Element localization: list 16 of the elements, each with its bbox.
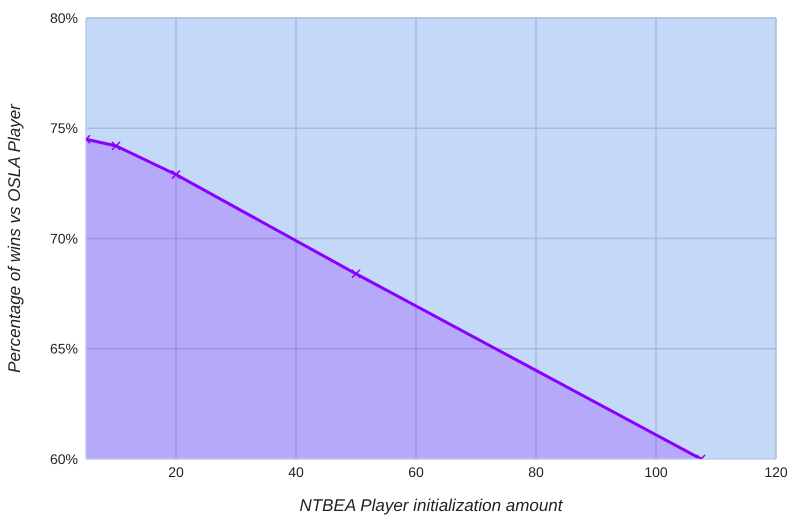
- point: [171, 170, 181, 180]
- y-tick-label: 80%: [50, 10, 78, 26]
- x-tick-label: 40: [288, 464, 304, 480]
- y-axis-title: Percentage of wins vs OSLA Player: [5, 102, 24, 373]
- y-tick-label: 65%: [50, 340, 78, 357]
- y-tick-label: 75%: [50, 120, 78, 136]
- x-tick-label: 80: [528, 464, 544, 480]
- x-axis-title: NTBEA Player initialization amount: [300, 496, 564, 515]
- y-tick-label: 70%: [50, 230, 78, 246]
- x-tick-label: 20: [168, 464, 184, 480]
- point: [351, 269, 361, 279]
- x-tick-label: 60: [408, 464, 424, 480]
- x-tick-label: 120: [764, 464, 788, 480]
- x-tick-label: 100: [644, 464, 668, 480]
- y-tick-label: 60%: [50, 450, 78, 467]
- point: [111, 141, 121, 151]
